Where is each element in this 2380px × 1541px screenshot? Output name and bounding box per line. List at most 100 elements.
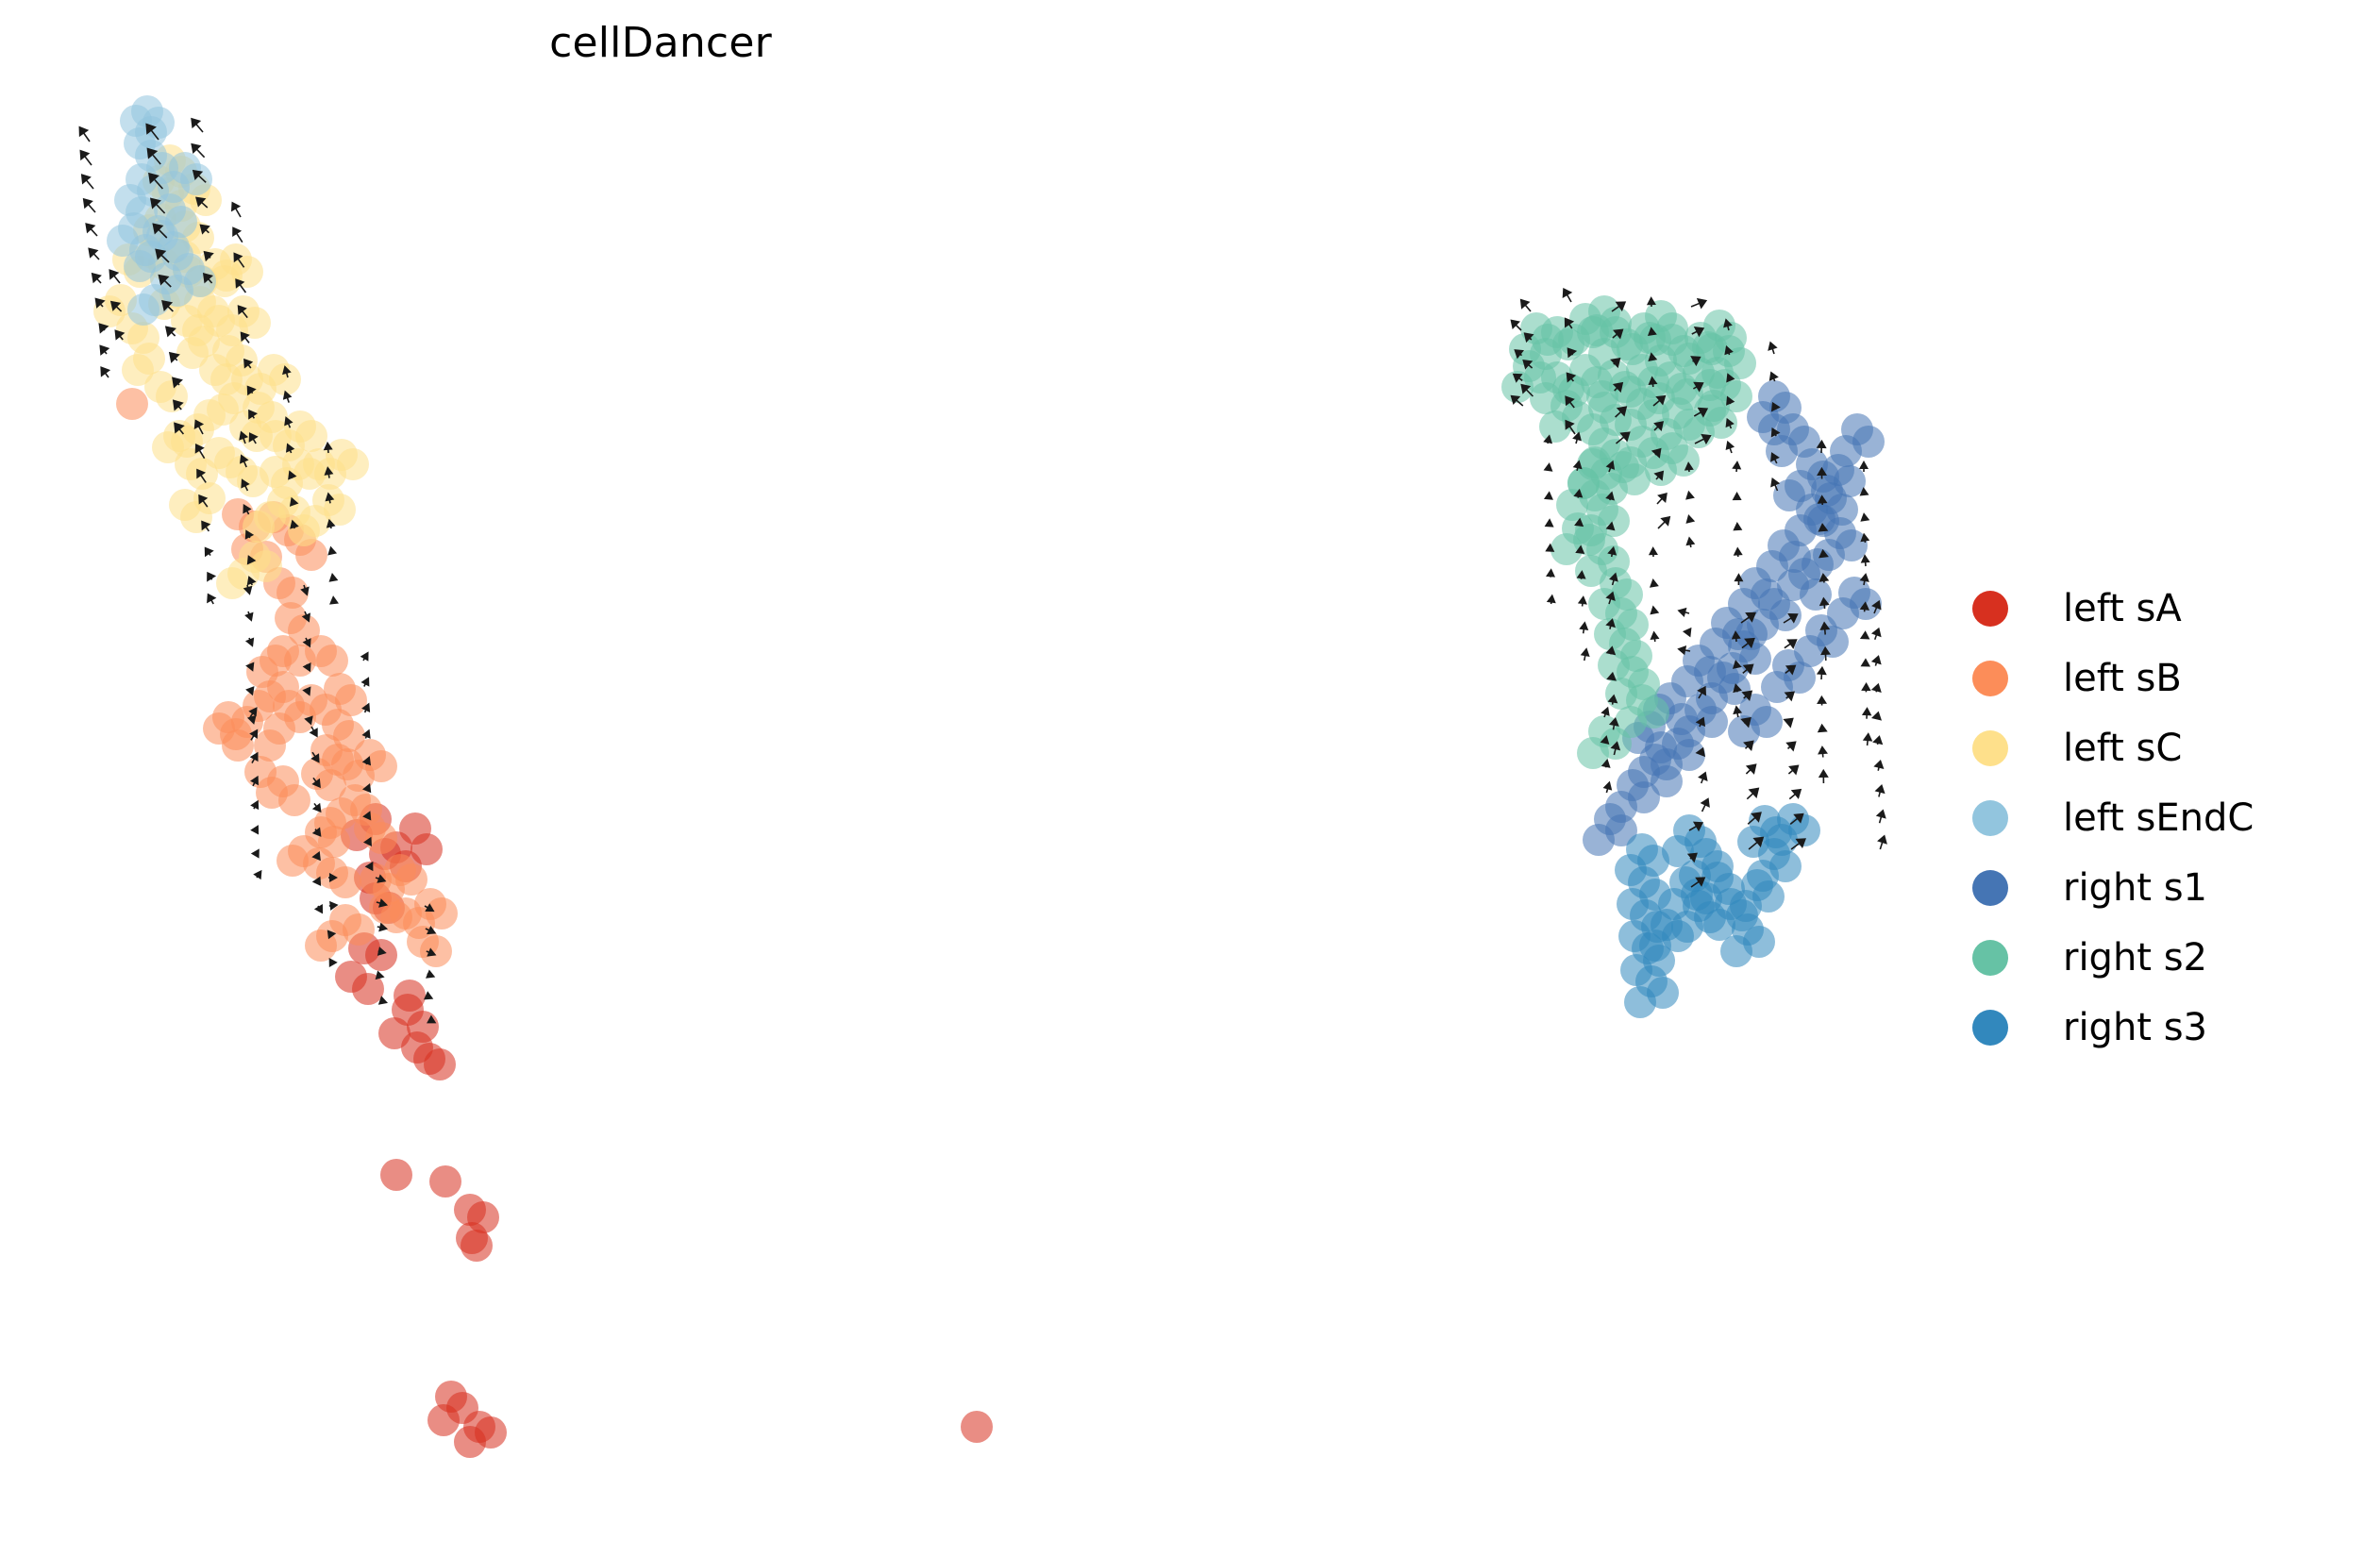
velocity-arrow — [78, 126, 91, 142]
velocity-arrow — [1861, 707, 1872, 719]
velocity-arrow — [98, 323, 109, 334]
velocity-arrow — [1605, 521, 1616, 531]
velocity-arrow — [1820, 645, 1831, 662]
scatter-point — [1550, 533, 1583, 565]
scatter-point — [1666, 703, 1698, 735]
velocity-arrow — [1566, 372, 1577, 383]
velocity-arrow — [1682, 627, 1692, 638]
velocity-arrow — [193, 419, 205, 435]
scatter-point — [295, 420, 327, 452]
velocity-arrow — [1770, 427, 1781, 438]
scatter-point — [1577, 737, 1609, 769]
legend-item[interactable]: left sEndC — [1972, 783, 2369, 853]
velocity-arrow — [1579, 621, 1589, 634]
velocity-arrow — [1785, 664, 1797, 676]
velocity-arrow — [426, 947, 437, 957]
velocity-arrow — [1783, 612, 1799, 624]
velocity-arrow — [325, 492, 335, 504]
legend-item-label: left sC — [2063, 727, 2183, 770]
velocity-arrow — [1733, 683, 1742, 694]
velocity-arrow — [1602, 780, 1613, 794]
velocity-arrow — [82, 197, 96, 213]
velocity-arrow — [1768, 371, 1779, 382]
velocity-arrow — [1770, 401, 1781, 412]
scatter-point — [1747, 860, 1779, 892]
scatter-point — [1720, 935, 1752, 967]
scatter-point — [1539, 410, 1571, 443]
velocity-arrow — [1523, 332, 1534, 343]
scatter-point — [335, 684, 367, 716]
velocity-arrow — [1520, 383, 1534, 397]
velocity-arrow — [1787, 764, 1800, 776]
scatter-point — [1761, 671, 1793, 703]
legend-item[interactable]: left sA — [1972, 574, 2369, 644]
velocity-arrow — [1862, 732, 1873, 746]
velocity-arrow — [1817, 695, 1828, 706]
velocity-arrow — [1646, 296, 1656, 308]
velocity-arrow — [1690, 297, 1708, 310]
velocity-arrow — [88, 247, 100, 260]
velocity-arrow — [1649, 578, 1659, 588]
velocity-arrow — [328, 572, 339, 582]
velocity-arrow — [1723, 318, 1733, 331]
velocity-arrow — [1690, 877, 1706, 888]
scatter-point — [424, 1048, 456, 1080]
velocity-arrow — [1546, 594, 1556, 605]
velocity-arrow — [1877, 834, 1887, 850]
velocity-arrow — [1734, 573, 1744, 586]
scatter-series — [1501, 295, 1756, 769]
velocity-arrow — [1615, 406, 1628, 418]
velocity-arrow — [204, 546, 214, 558]
velocity-arrow — [1567, 347, 1578, 359]
velocity-arrow — [361, 729, 371, 739]
velocity-arrow — [250, 775, 259, 787]
scatter-point — [1645, 454, 1677, 486]
velocity-arrow — [1543, 434, 1553, 444]
scatter-point — [269, 363, 301, 395]
legend-item[interactable]: right s2 — [1972, 923, 2369, 993]
scatter-point — [277, 845, 309, 877]
legend-item[interactable]: left sC — [1972, 713, 2369, 783]
scatter-point — [127, 293, 159, 326]
velocity-arrow — [246, 576, 257, 586]
velocity-arrow — [377, 946, 387, 956]
velocity-arrow — [1651, 447, 1662, 459]
velocity-arrow — [1610, 741, 1621, 756]
scatter-point — [380, 1159, 412, 1191]
velocity-arrow — [304, 715, 313, 726]
velocity-arrow — [1700, 797, 1710, 812]
legend-item[interactable]: right s1 — [1972, 853, 2369, 923]
velocity-arrow — [1575, 544, 1585, 554]
velocity-arrow — [245, 662, 255, 672]
velocity-arrow — [427, 1014, 437, 1024]
scatter-point — [324, 494, 356, 526]
velocity-arrow — [99, 344, 110, 356]
legend-item[interactable]: right s3 — [1972, 993, 2369, 1063]
scatter-point — [129, 234, 161, 266]
scatter-series — [116, 388, 458, 967]
scatter-point — [161, 239, 193, 271]
velocity-arrow — [1657, 515, 1671, 529]
velocity-arrow — [243, 584, 253, 595]
velocity-arrow — [250, 799, 260, 811]
scatter-point — [1827, 597, 1859, 629]
scatter-point — [176, 337, 209, 369]
velocity-arrow — [79, 149, 92, 166]
velocity-arrow — [250, 825, 260, 835]
scatter-point — [411, 833, 443, 865]
legend-swatch-icon — [1972, 661, 2008, 696]
legend-item-label: left sB — [2063, 657, 2182, 700]
scatter-point — [244, 756, 277, 788]
legend-swatch-icon — [1972, 591, 2008, 627]
velocity-arrow — [1859, 487, 1869, 496]
legend-item[interactable]: left sB — [1972, 644, 2369, 713]
velocity-arrow — [1543, 462, 1553, 472]
velocity-arrow — [425, 926, 437, 935]
scatter-point — [171, 426, 203, 458]
legend-item-label: left sEndC — [2063, 796, 2254, 840]
velocity-arrow — [1605, 618, 1616, 629]
velocity-arrow — [100, 366, 111, 378]
scatter-point — [426, 897, 458, 930]
velocity-arrow — [202, 272, 214, 284]
velocity-arrow — [1859, 461, 1869, 472]
